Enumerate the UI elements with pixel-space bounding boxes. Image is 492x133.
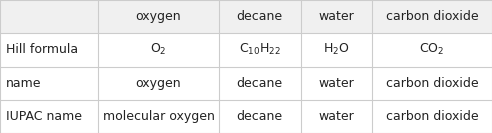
Text: oxygen: oxygen	[136, 77, 182, 90]
Bar	[98, 0, 218, 33]
Text: Hill formula: Hill formula	[6, 43, 78, 56]
Bar	[301, 100, 372, 133]
Bar	[98, 33, 218, 66]
Text: molecular oxygen: molecular oxygen	[103, 110, 215, 123]
Text: IUPAC name: IUPAC name	[6, 110, 82, 123]
Text: O$_2$: O$_2$	[150, 42, 167, 57]
Bar	[372, 100, 492, 133]
Bar	[218, 33, 301, 66]
Bar	[218, 0, 301, 33]
Text: decane: decane	[237, 77, 283, 90]
Bar	[372, 66, 492, 100]
Text: name: name	[6, 77, 41, 90]
Text: carbon dioxide: carbon dioxide	[386, 110, 478, 123]
Bar	[98, 66, 218, 100]
Bar	[0, 33, 98, 66]
Bar	[301, 0, 372, 33]
Bar	[98, 100, 218, 133]
Text: water: water	[318, 110, 354, 123]
Bar	[301, 66, 372, 100]
Bar	[218, 66, 301, 100]
Bar	[0, 66, 98, 100]
Bar	[218, 100, 301, 133]
Bar	[301, 33, 372, 66]
Text: carbon dioxide: carbon dioxide	[386, 77, 478, 90]
Text: CO$_2$: CO$_2$	[419, 42, 444, 57]
Text: decane: decane	[237, 110, 283, 123]
Text: oxygen: oxygen	[136, 10, 182, 23]
Text: carbon dioxide: carbon dioxide	[386, 10, 478, 23]
Text: water: water	[318, 77, 354, 90]
Bar	[0, 100, 98, 133]
Text: water: water	[318, 10, 354, 23]
Text: decane: decane	[237, 10, 283, 23]
Text: C$_{10}$H$_{22}$: C$_{10}$H$_{22}$	[239, 42, 280, 57]
Bar	[372, 0, 492, 33]
Text: H$_2$O: H$_2$O	[323, 42, 349, 57]
Bar	[0, 0, 98, 33]
Bar	[372, 33, 492, 66]
